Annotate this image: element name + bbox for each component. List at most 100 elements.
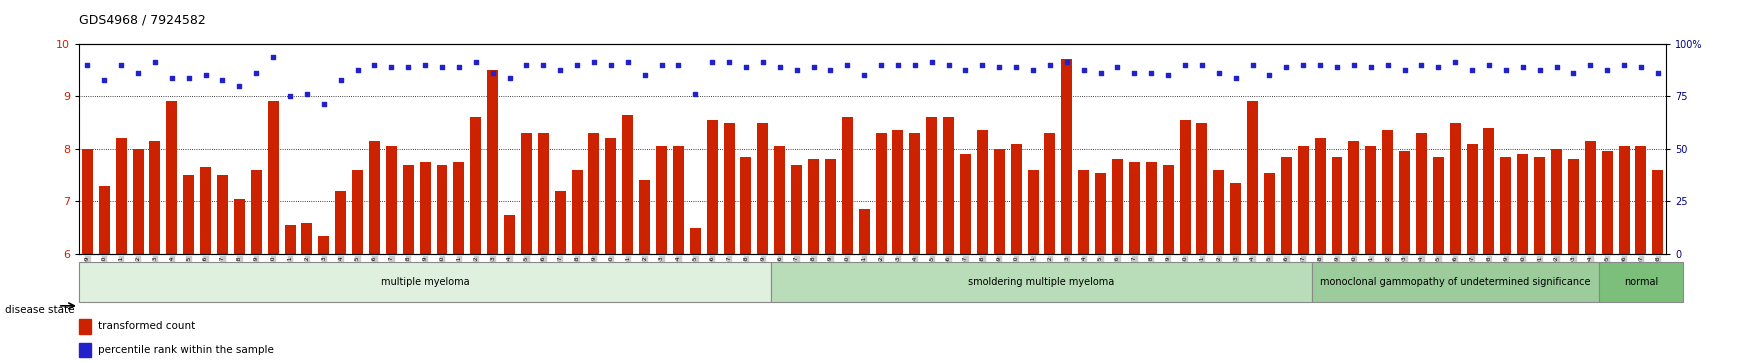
Bar <box>1382 130 1393 254</box>
Point <box>1052 59 1080 65</box>
Point <box>461 59 489 65</box>
Point <box>530 62 558 68</box>
Point <box>1373 62 1401 68</box>
Text: disease state: disease state <box>5 305 75 315</box>
Bar <box>116 138 126 254</box>
Bar <box>824 159 837 254</box>
Bar <box>453 162 465 254</box>
Bar <box>1112 159 1123 254</box>
Bar <box>1179 120 1191 254</box>
Bar <box>774 146 786 254</box>
Text: multiple myeloma: multiple myeloma <box>381 277 470 287</box>
Point <box>512 62 540 68</box>
Bar <box>926 117 937 254</box>
Bar <box>437 165 447 254</box>
Point <box>1272 64 1300 70</box>
Bar <box>623 115 633 254</box>
Bar <box>638 180 651 254</box>
Point <box>395 64 423 70</box>
Point <box>1019 67 1047 73</box>
Point <box>1577 62 1605 68</box>
Point <box>1493 67 1521 73</box>
Bar <box>1349 141 1359 254</box>
Point <box>293 91 321 97</box>
Bar <box>233 199 246 254</box>
Bar <box>944 117 954 254</box>
Bar <box>1466 144 1477 254</box>
Bar <box>79 262 772 302</box>
Point <box>731 64 759 70</box>
Point <box>800 64 828 70</box>
Bar <box>1433 157 1444 254</box>
Bar <box>1044 133 1056 254</box>
Bar <box>335 191 346 254</box>
Point <box>782 67 810 73</box>
Bar <box>79 343 91 357</box>
Point <box>581 59 609 65</box>
Text: transformed count: transformed count <box>98 321 195 331</box>
Bar <box>1500 157 1512 254</box>
Point <box>902 62 930 68</box>
Point <box>1121 70 1149 76</box>
Bar <box>133 149 144 254</box>
Point <box>175 75 203 81</box>
Bar <box>589 133 600 254</box>
Text: normal: normal <box>1624 277 1658 287</box>
Bar <box>1484 128 1494 254</box>
Point <box>968 62 996 68</box>
Bar <box>268 102 279 254</box>
Bar <box>1586 141 1596 254</box>
Bar <box>200 167 210 254</box>
Point <box>1256 72 1284 78</box>
Point <box>1643 70 1672 76</box>
Point <box>1610 62 1638 68</box>
Bar <box>893 130 903 254</box>
Bar <box>1010 144 1021 254</box>
Point <box>1475 62 1503 68</box>
Point <box>1340 62 1368 68</box>
Point <box>698 59 726 65</box>
Point <box>1154 72 1182 78</box>
Point <box>1307 62 1335 68</box>
Point <box>1086 70 1114 76</box>
Point <box>596 62 624 68</box>
Bar <box>521 133 531 254</box>
Bar <box>1247 102 1258 254</box>
Bar <box>1214 170 1224 254</box>
Point <box>1526 67 1554 73</box>
Bar <box>791 165 802 254</box>
Point <box>479 70 507 76</box>
Bar <box>1163 165 1173 254</box>
Bar <box>1635 146 1647 254</box>
Bar <box>1094 172 1107 254</box>
Point <box>917 59 945 65</box>
Bar <box>1619 146 1629 254</box>
Bar <box>1535 157 1545 254</box>
Point <box>191 72 219 78</box>
Point <box>496 75 524 81</box>
Bar <box>1230 183 1242 254</box>
Bar <box>724 123 735 254</box>
Point <box>749 59 777 65</box>
Point <box>866 62 895 68</box>
Point <box>242 70 270 76</box>
Point <box>158 75 186 81</box>
Bar <box>167 102 177 254</box>
Bar <box>251 170 261 254</box>
Text: GDS4968 / 7924582: GDS4968 / 7924582 <box>79 14 205 27</box>
Bar <box>217 175 228 254</box>
Bar <box>503 215 516 254</box>
Point <box>1458 67 1486 73</box>
Point <box>125 70 153 76</box>
Bar <box>1551 149 1563 254</box>
Point <box>410 62 438 68</box>
Bar <box>1652 170 1663 254</box>
Point <box>986 64 1014 70</box>
Point <box>1407 62 1435 68</box>
Point <box>446 64 474 70</box>
Bar <box>386 146 396 254</box>
Bar <box>1280 157 1293 254</box>
Bar <box>1145 162 1156 254</box>
Bar <box>758 123 768 254</box>
Point <box>766 64 795 70</box>
